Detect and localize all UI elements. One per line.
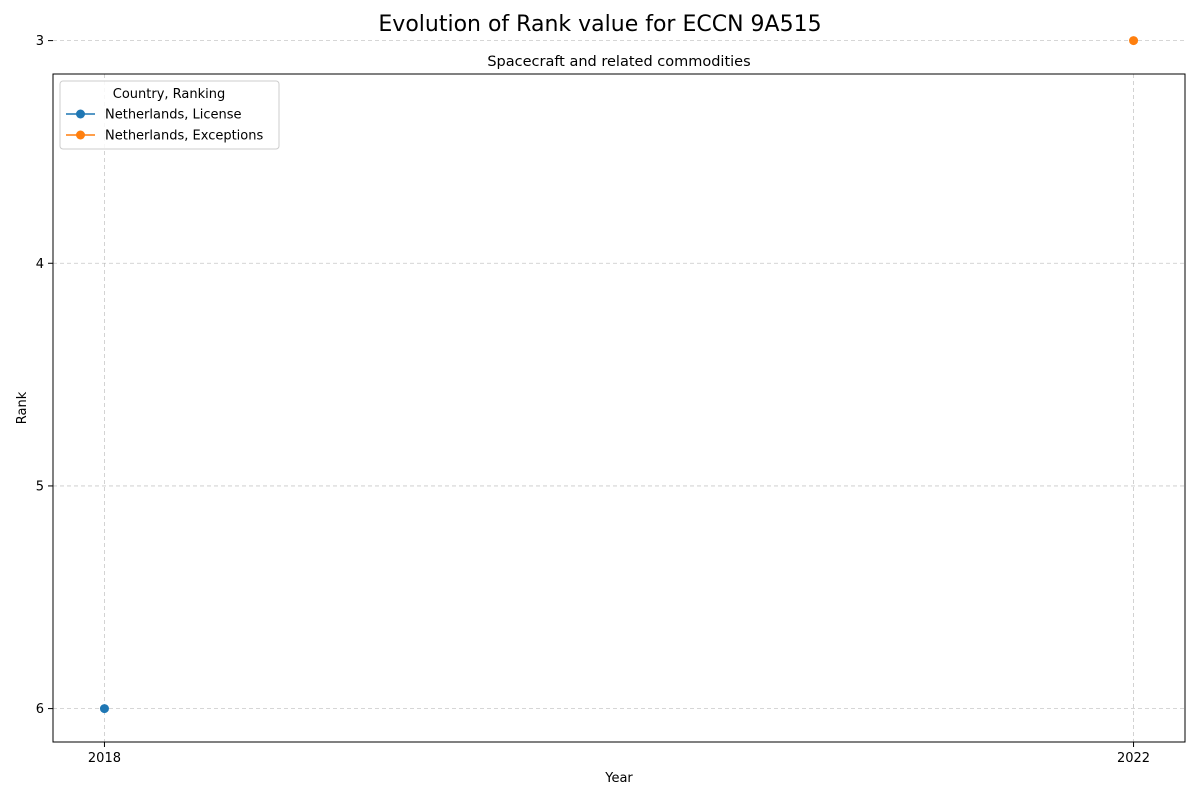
- legend: Country, Ranking Netherlands, LicenseNet…: [59, 80, 280, 150]
- y-axis-ticks: 3 4 5 6: [36, 34, 53, 717]
- legend-label: Netherlands, License: [105, 108, 242, 123]
- data-point: [99, 704, 109, 714]
- legend-box: [59, 80, 280, 150]
- legend-swatch-marker: [76, 130, 85, 140]
- legend-item: Netherlands, License: [66, 108, 242, 123]
- x-tick-label: 2018: [88, 751, 121, 766]
- data-point: [1129, 36, 1139, 46]
- y-axis-label: Rank: [15, 391, 30, 424]
- chart-subtitle: Spacecraft and related commodities: [487, 54, 750, 70]
- plot-frame: [52, 73, 1186, 743]
- x-axis-label: Year: [604, 771, 633, 786]
- grid-lines: [53, 40, 1185, 742]
- legend-item: Netherlands, Exceptions: [66, 129, 263, 144]
- series-1: [99, 704, 109, 714]
- y-tick-label: 6: [36, 702, 44, 717]
- x-tick-label: 2022: [1117, 751, 1150, 766]
- legend-title: Country, Ranking: [113, 87, 226, 102]
- series-2: [1129, 36, 1139, 46]
- y-tick-label: 4: [36, 257, 44, 272]
- y-tick-label: 3: [36, 34, 44, 49]
- chart-title: Evolution of Rank value for ECCN 9A515: [378, 12, 822, 37]
- x-axis-ticks: 2018 2022: [88, 742, 1150, 766]
- y-tick-label: 5: [36, 479, 44, 494]
- legend-label: Netherlands, Exceptions: [105, 129, 263, 144]
- legend-items: Netherlands, License Netherlands, Excepti…: [66, 108, 263, 144]
- series-layer: [99, 36, 1139, 714]
- legend-swatch-marker: [76, 109, 85, 119]
